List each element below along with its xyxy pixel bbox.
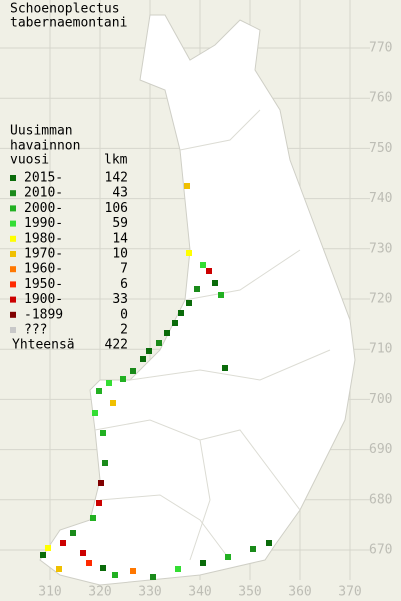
legend-swatch	[10, 220, 16, 227]
legend-label: 1960-	[24, 262, 63, 277]
y-tick-label: 670	[369, 543, 392, 558]
y-tick-label: 690	[369, 442, 392, 457]
y-tick-label: 700	[369, 392, 392, 407]
legend-count: 43	[112, 186, 128, 201]
title-line: Schoenoplectus	[10, 2, 120, 17]
y-tick-label: 740	[369, 191, 392, 206]
legend-swatch	[10, 311, 16, 318]
observation-squares	[40, 183, 272, 580]
x-tick-label: 310	[38, 585, 61, 600]
legend-label: 1950-	[24, 277, 63, 292]
legend-count: 6	[120, 277, 128, 292]
x-tick-label: 360	[288, 585, 311, 600]
y-tick-label: 770	[369, 41, 392, 56]
country-outline	[39, 14, 356, 586]
legend-count: 14	[112, 231, 128, 246]
legend-count: 33	[112, 292, 128, 307]
legend-label: ???	[24, 323, 47, 338]
y-tick-label: 730	[369, 241, 392, 256]
legend-count-heading: lkm	[104, 153, 128, 168]
x-tick-label: 320	[88, 585, 111, 600]
legend-swatch	[10, 190, 16, 197]
x-tick-label: 330	[138, 585, 161, 600]
legend-count: 7	[120, 262, 128, 277]
legend-label: -1899	[24, 307, 63, 322]
y-tick-label: 750	[369, 141, 392, 156]
legend-label: 1990-	[24, 216, 63, 231]
legend-count: 106	[105, 201, 128, 216]
legend-label: 1970-	[24, 247, 63, 262]
total-count: 422	[105, 338, 128, 353]
x-tick-label: 370	[338, 585, 361, 600]
legend-swatch	[10, 205, 16, 212]
legend-count: 2	[120, 323, 128, 338]
y-tick-label: 680	[369, 492, 392, 507]
legend-label: 1980-	[24, 231, 63, 246]
legend-label: 2010-	[24, 186, 63, 201]
x-tick-label: 350	[238, 585, 261, 600]
legend-swatch	[10, 235, 16, 242]
legend-heading: vuosi	[10, 153, 49, 168]
legend-swatch	[10, 175, 16, 181]
legend-swatch	[10, 266, 16, 273]
y-tick-label: 720	[369, 292, 392, 307]
legend-swatch	[10, 281, 16, 288]
legend-heading: havainnon	[10, 139, 80, 154]
legend-swatch	[10, 251, 16, 257]
legend-label: 2015-	[24, 171, 63, 186]
legend-swatch	[10, 327, 16, 333]
legend-heading: Uusimman	[10, 124, 73, 139]
region-borders	[94, 109, 331, 561]
y-tick-label: 710	[369, 342, 392, 357]
title-line: tabernaemontani	[10, 16, 127, 31]
legend-count: 0	[120, 307, 128, 322]
legend-label: 2000-	[24, 201, 63, 216]
legend-count: 59	[112, 216, 128, 231]
legend-swatch	[10, 296, 16, 303]
total-label: Yhteensä	[12, 338, 75, 353]
y-tick-label: 760	[369, 91, 392, 106]
legend-label: 1900-	[24, 292, 63, 307]
legend-count: 142	[105, 171, 128, 186]
legend-count: 10	[112, 247, 128, 262]
x-tick-label: 340	[188, 585, 211, 600]
